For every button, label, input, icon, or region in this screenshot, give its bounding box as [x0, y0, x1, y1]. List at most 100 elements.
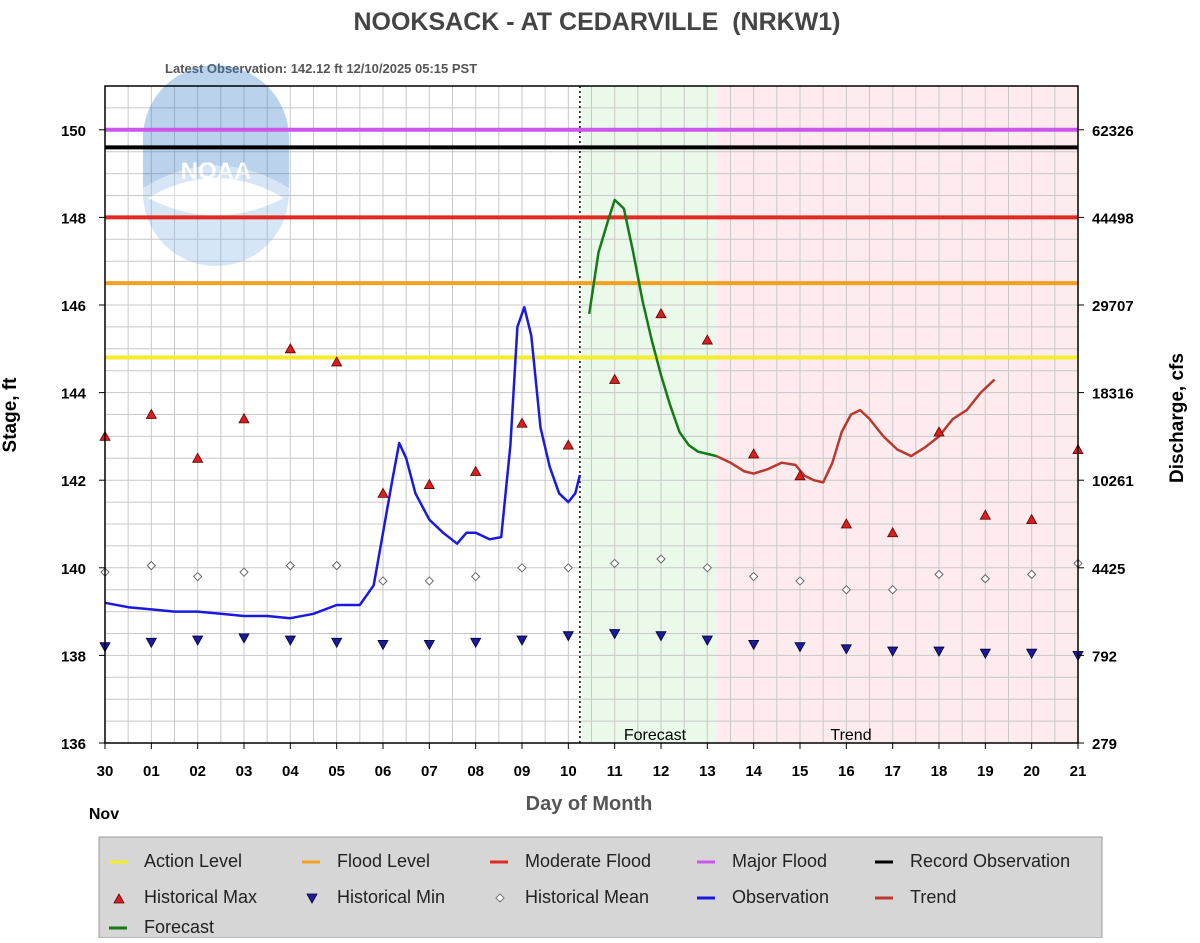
- legend-item: Flood Level: [302, 851, 430, 871]
- x-tick-label: 05: [328, 763, 345, 780]
- historical-mean-marker: [192, 571, 203, 582]
- legend-label: Forecast: [144, 917, 214, 937]
- historical-mean-marker: [424, 576, 435, 586]
- historical-min-marker: [608, 629, 621, 640]
- historical-min-marker: [794, 642, 806, 653]
- historical-max-marker: [284, 342, 297, 354]
- historical-max-marker: [469, 465, 482, 476]
- y-tick-label: 138: [61, 648, 86, 665]
- legend-label: Moderate Flood: [525, 851, 651, 871]
- x-axis-label: Day of Month: [526, 793, 653, 815]
- historical-mean-marker: [980, 574, 991, 584]
- x-tick-label: 20: [1023, 763, 1040, 780]
- historical-max-marker: [655, 307, 667, 319]
- historical-max-marker: [238, 413, 250, 424]
- legend-item: Historical Max: [113, 887, 257, 907]
- legend-triangle-up-icon: [113, 893, 125, 904]
- y-tick-label: 140: [61, 561, 86, 578]
- historical-min-marker: [238, 633, 250, 644]
- y-axis-label: Stage, ft: [0, 377, 21, 453]
- y-tick-label: 148: [61, 210, 86, 227]
- legend-item: Observation: [697, 887, 829, 907]
- historical-max-marker: [747, 448, 760, 459]
- y2-tick-label: 10261: [1092, 473, 1134, 490]
- historical-mean-marker: [146, 560, 157, 571]
- historical-min-marker: [1025, 648, 1038, 660]
- historical-min-marker: [979, 648, 992, 660]
- x-tick-label: 10: [560, 763, 577, 780]
- legend-item: Record Observation: [875, 851, 1070, 871]
- x-tick-label: 02: [189, 763, 206, 780]
- legend-label: Observation: [732, 887, 829, 907]
- y-tick-label: 146: [61, 298, 86, 315]
- legend-label: Record Observation: [910, 851, 1070, 871]
- historical-max-marker: [562, 439, 575, 450]
- historical-min-marker: [330, 637, 343, 649]
- historical-max-marker: [330, 356, 343, 367]
- legend-label: Flood Level: [337, 851, 430, 871]
- historical-mean-marker: [887, 584, 898, 595]
- historical-min-marker: [655, 631, 667, 642]
- historical-max-marker: [145, 408, 158, 419]
- y-tick-label: 142: [61, 473, 86, 490]
- historical-min-marker: [840, 644, 853, 655]
- plot-frame: [104, 85, 1079, 744]
- historical-min-marker: [191, 635, 204, 646]
- historical-min-marker: [562, 631, 575, 642]
- historical-max-marker: [516, 417, 528, 428]
- y2-tick-label: 29707: [1092, 298, 1134, 315]
- y2-tick-label: 18316: [1092, 386, 1134, 403]
- series-forecast-line: [587, 198, 717, 458]
- x-tick-label: 11: [607, 763, 623, 780]
- y2-tick-label: 4425: [1092, 561, 1125, 578]
- legend-label: Major Flood: [732, 851, 827, 871]
- legend-label: Historical Max: [144, 887, 257, 907]
- x-tick-label: 03: [236, 763, 253, 780]
- y-tick-label: 150: [61, 123, 86, 140]
- historical-min-marker: [933, 646, 945, 657]
- historical-min-marker: [145, 637, 158, 649]
- noaa-logo-bird: [148, 178, 284, 216]
- historical-max-marker: [423, 478, 436, 489]
- y2-tick-label: 792: [1092, 648, 1117, 665]
- legend-item: Major Flood: [697, 851, 827, 871]
- legend-item: Historical Min: [306, 887, 445, 907]
- legend-item: Forecast: [109, 917, 214, 937]
- historical-max-marker: [886, 526, 899, 538]
- historical-max-marker: [377, 487, 389, 498]
- historical-max-marker: [701, 334, 714, 345]
- historical-mean-marker: [563, 563, 574, 573]
- x-tick-label: 12: [653, 763, 670, 780]
- legend-box: [98, 836, 1103, 939]
- historical-min-marker: [423, 640, 436, 651]
- x-tick-label: 30: [97, 763, 114, 780]
- historical-mean-marker: [285, 560, 296, 571]
- region-label-forecast: Forecast: [624, 727, 687, 744]
- historical-mean-marker: [841, 584, 852, 595]
- y2-axis-label: Discharge, cfs: [1167, 353, 1188, 483]
- y2-tick-label: 279: [1092, 736, 1117, 753]
- legend-item: Historical Mean: [495, 887, 649, 907]
- x-tick-label: 19: [977, 763, 994, 780]
- x-tick-label: 09: [514, 763, 531, 780]
- legend-label: Historical Min: [337, 887, 445, 907]
- x-tick-label: 14: [745, 763, 762, 780]
- legend-item: Trend: [875, 887, 956, 907]
- historical-mean-marker: [239, 567, 249, 577]
- legend-label: Historical Mean: [525, 887, 649, 907]
- noaa-logo-top: [143, 65, 289, 188]
- historical-max-marker: [608, 373, 621, 384]
- historical-mean-marker: [702, 563, 713, 573]
- historical-mean-marker: [378, 576, 388, 586]
- historical-max-marker: [191, 452, 204, 463]
- latest-observation-label: Latest Observation: 142.12 ft 12/10/2025…: [165, 61, 477, 76]
- legend-triangle-down-icon: [306, 893, 318, 904]
- legend-diamond-icon: [495, 893, 505, 903]
- legend-item: Moderate Flood: [490, 851, 651, 871]
- historical-min-marker: [516, 635, 528, 646]
- historical-mean-marker: [656, 554, 666, 564]
- noaa-logo: NOAA: [143, 65, 289, 266]
- x-tick-label: 07: [421, 763, 438, 780]
- x-tick-label: 06: [375, 763, 392, 780]
